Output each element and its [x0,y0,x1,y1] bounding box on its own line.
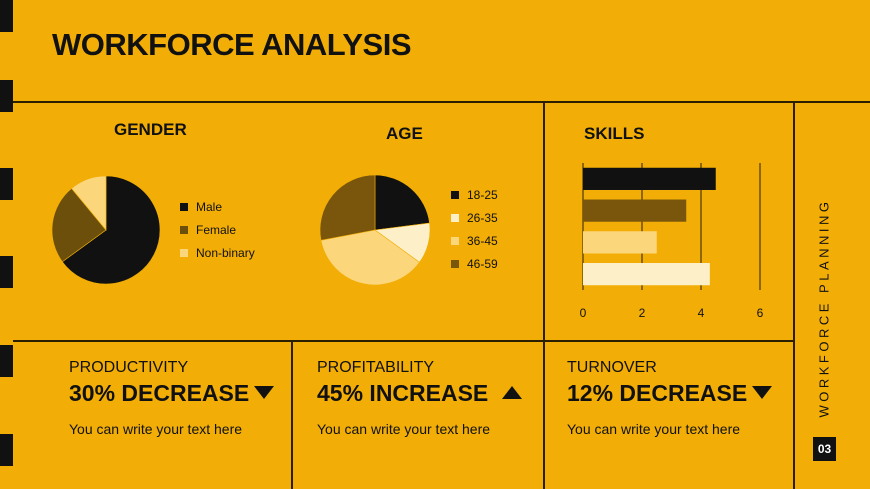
legend-label: Female [196,222,237,237]
divider [291,340,293,489]
skill-bar [583,263,710,286]
pie-slice-male [61,175,161,285]
x-tick-label: 4 [698,306,705,320]
legend-item: 36-45 [451,229,498,252]
skill-bar [583,199,687,222]
edge-stripe [0,256,13,288]
age-pie-chart [319,174,431,286]
legend-swatch [451,190,459,199]
legend-item: Female [180,218,255,241]
x-tick-label: 6 [757,306,764,320]
increase-arrow-icon [502,386,522,399]
divider [13,101,870,103]
kpi-value-turnover: 12% DECREASE [567,380,748,406]
edge-stripe [0,168,13,200]
legend-item: Male [180,195,255,218]
skills-chart-title: SKILLS [584,124,645,143]
gender-chart-title: GENDER [114,120,187,139]
legend-item: Non-binary [180,241,255,264]
decrease-arrow-icon [752,386,772,399]
kpi-label-productivity: PRODUCTIVITY [69,359,189,376]
edge-stripe [0,345,13,377]
kpi-label-profitability: PROFITABILITY [317,359,435,376]
legend-swatch [451,259,459,268]
legend-item: 26-35 [451,206,498,229]
pie-slice-46-59 [319,174,376,241]
edge-stripe [0,434,13,466]
legend-label: 18-25 [467,187,498,202]
edge-stripe [0,80,13,112]
legend-swatch [180,248,188,257]
legend-label: Male [196,199,223,214]
kpi-text-productivity: You can write your text here [69,421,243,437]
gender-pie-chart [51,175,161,285]
gender-legend: Male Female Non-binary [180,195,255,264]
side-label: WORKFORCE PLANNING [816,198,832,418]
divider [13,340,793,342]
kpi-value-profitability: 45% INCREASE [317,380,489,406]
age-chart-title: AGE [386,124,423,143]
x-tick-label: 2 [639,306,646,320]
decrease-arrow-icon [254,386,274,399]
divider [793,101,795,489]
skill-bar [583,167,716,190]
edge-stripe [0,0,13,32]
kpi-text-profitability: You can write your text here [317,421,491,437]
pie-slice-female [51,187,107,263]
legend-swatch [451,236,459,245]
divider [543,101,545,489]
x-tick-label: 0 [580,306,587,320]
pie-slice-non-binary [71,175,107,231]
pie-slice-36-45 [320,229,420,286]
legend-swatch [180,202,188,211]
pie-slice-18-25 [374,174,430,231]
kpi-label-turnover: TURNOVER [567,359,657,376]
age-legend: 18-25 26-35 36-45 46-59 [451,183,498,275]
legend-label: 26-35 [467,210,498,225]
kpi-value-productivity: 30% DECREASE [69,380,250,406]
page-number: 03 [813,437,836,461]
legend-label: 46-59 [467,256,498,271]
legend-label: Non-binary [196,245,255,260]
legend-label: 36-45 [467,233,498,248]
legend-swatch [451,213,459,222]
skills-bar-chart: 0 2 4 6 [580,163,764,320]
legend-item: 18-25 [451,183,498,206]
legend-swatch [180,225,188,234]
kpi-text-turnover: You can write your text here [567,421,741,437]
page-title: WORKFORCE ANALYSIS [52,27,412,62]
skill-bar [583,231,657,254]
legend-item: 46-59 [451,252,498,275]
